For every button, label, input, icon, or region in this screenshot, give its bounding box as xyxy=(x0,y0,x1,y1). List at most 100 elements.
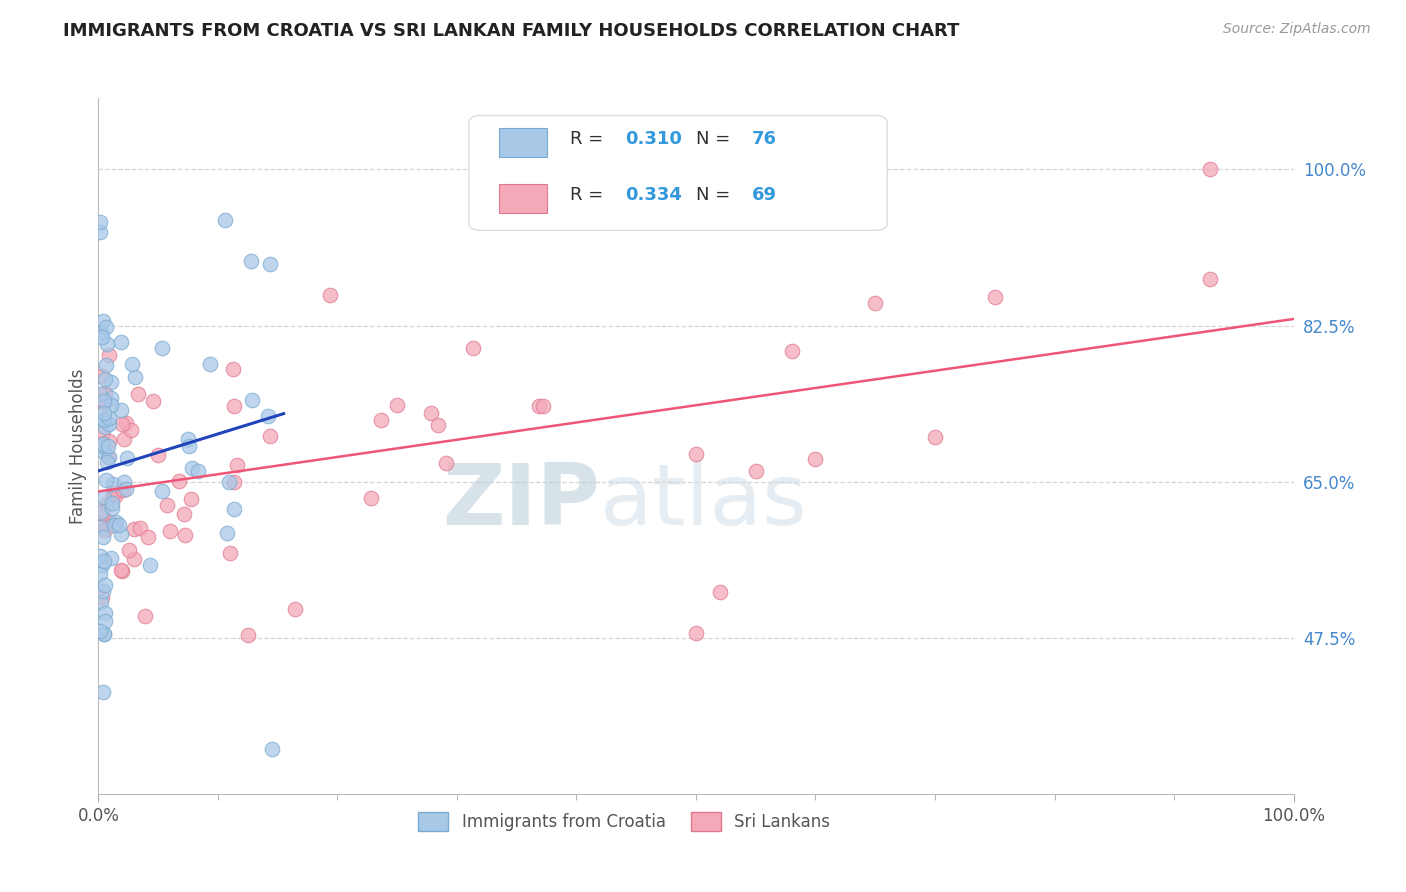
Point xyxy=(104,489,127,503)
Point xyxy=(111,417,134,431)
Text: R =: R = xyxy=(571,130,609,148)
Point xyxy=(89,549,111,564)
Point xyxy=(96,455,118,469)
Point xyxy=(150,341,173,355)
Point xyxy=(112,432,135,446)
Point xyxy=(257,409,280,424)
Point xyxy=(90,558,112,573)
Text: 69: 69 xyxy=(752,186,778,204)
Point xyxy=(93,491,115,505)
Text: 76: 76 xyxy=(752,130,778,148)
Point xyxy=(97,411,120,425)
Point xyxy=(100,398,122,412)
FancyBboxPatch shape xyxy=(470,116,887,230)
Text: N =: N = xyxy=(696,130,735,148)
Point xyxy=(94,614,117,628)
Point xyxy=(222,362,245,376)
Point xyxy=(108,518,131,533)
Point xyxy=(174,528,197,542)
Legend: Immigrants from Croatia, Sri Lankans: Immigrants from Croatia, Sri Lankans xyxy=(412,805,837,838)
Point xyxy=(224,399,246,413)
Point xyxy=(98,417,121,431)
Point xyxy=(214,212,236,227)
Point xyxy=(215,525,238,540)
Point xyxy=(91,591,114,605)
Point xyxy=(93,554,115,568)
Point xyxy=(94,473,117,487)
Point xyxy=(104,516,127,530)
Text: 0.310: 0.310 xyxy=(626,130,682,148)
Point xyxy=(173,507,195,521)
Point xyxy=(136,530,159,544)
Point xyxy=(94,359,117,373)
Point xyxy=(91,507,114,521)
Point xyxy=(93,445,115,459)
Point xyxy=(93,411,115,425)
Point xyxy=(236,628,259,642)
Point xyxy=(118,543,141,558)
Point xyxy=(240,393,263,408)
Point xyxy=(142,394,165,409)
Point xyxy=(167,475,190,489)
Point xyxy=(1199,162,1222,177)
Point xyxy=(420,406,443,420)
Point xyxy=(90,325,112,339)
Point xyxy=(98,515,121,529)
Point xyxy=(177,432,200,446)
Point xyxy=(780,343,803,358)
Point xyxy=(96,497,118,511)
Point xyxy=(93,406,115,420)
Point xyxy=(93,606,115,620)
Text: IMMIGRANTS FROM CROATIA VS SRI LANKAN FAMILY HOUSEHOLDS CORRELATION CHART: IMMIGRANTS FROM CROATIA VS SRI LANKAN FA… xyxy=(63,22,960,40)
Point xyxy=(110,334,132,349)
Point xyxy=(89,567,111,582)
Point xyxy=(101,476,124,491)
Text: R =: R = xyxy=(571,186,609,204)
Point xyxy=(97,450,120,464)
Point xyxy=(89,624,111,638)
Point xyxy=(90,505,112,519)
Point xyxy=(219,546,242,560)
Point xyxy=(370,413,392,427)
Point xyxy=(685,626,707,640)
Point xyxy=(100,375,122,389)
Point xyxy=(159,524,181,539)
Point xyxy=(259,429,281,443)
Point xyxy=(91,427,114,442)
Point xyxy=(100,391,122,405)
Point xyxy=(90,520,112,534)
Point xyxy=(100,551,122,566)
Point xyxy=(115,450,138,465)
Point xyxy=(94,524,117,538)
Point xyxy=(97,348,120,362)
Point xyxy=(138,558,160,572)
Text: Source: ZipAtlas.com: Source: ZipAtlas.com xyxy=(1223,22,1371,37)
Point xyxy=(124,370,146,384)
Point xyxy=(91,436,114,450)
Point xyxy=(685,447,707,461)
Point xyxy=(180,492,202,507)
Point xyxy=(121,357,143,371)
Point xyxy=(98,434,121,448)
Point xyxy=(984,290,1007,304)
Point xyxy=(114,482,136,496)
Point xyxy=(91,584,114,599)
Point xyxy=(198,357,221,371)
Point xyxy=(284,602,307,616)
Point xyxy=(218,475,240,490)
Point xyxy=(110,563,132,577)
Point xyxy=(91,516,114,531)
Point xyxy=(114,416,136,430)
Point xyxy=(94,372,117,386)
Point xyxy=(531,399,554,413)
Point xyxy=(90,439,112,453)
Point xyxy=(120,423,142,437)
Point xyxy=(124,522,146,536)
Point xyxy=(94,578,117,592)
Point xyxy=(260,742,283,756)
Text: 0.334: 0.334 xyxy=(626,186,682,204)
Point xyxy=(101,488,124,502)
Point xyxy=(385,398,408,412)
Point xyxy=(110,527,132,541)
Point xyxy=(93,396,115,410)
